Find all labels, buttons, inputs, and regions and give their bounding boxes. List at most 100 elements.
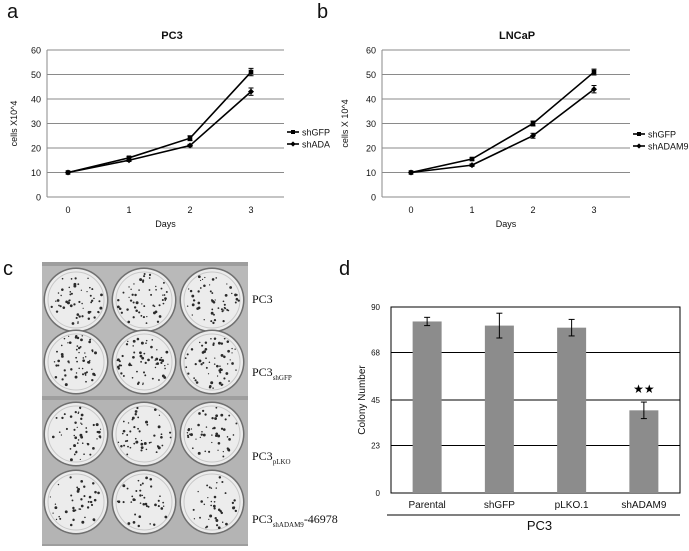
colony-dot xyxy=(231,292,233,295)
colony-dot xyxy=(118,307,122,310)
plate-label-plko: PC3pLKO xyxy=(252,449,291,466)
colony-dot xyxy=(222,319,225,323)
colony-dot xyxy=(223,303,226,306)
colony-dot xyxy=(77,412,80,415)
colony-dot xyxy=(63,337,66,340)
colony-dot xyxy=(234,293,238,297)
colony-dot xyxy=(133,442,136,445)
colony-dot xyxy=(92,423,95,427)
y-tick-label: 0 xyxy=(376,489,381,498)
colony-dot xyxy=(116,359,118,362)
colony-dot xyxy=(100,293,103,297)
colony-dot xyxy=(147,358,150,362)
colony-dot xyxy=(208,284,211,286)
colony-dot xyxy=(64,510,68,514)
colony-dot xyxy=(217,341,221,345)
y-tick-label: 10 xyxy=(366,168,376,178)
colony-dot xyxy=(153,311,156,315)
colony-dot xyxy=(127,422,130,424)
colony-dot xyxy=(78,300,81,304)
line-chart-pc3: 0 10 20 30 40 50 60 0 1 2 3 PC3 Days cells X10^4 shGFP… xyxy=(9,30,330,229)
colony-dot xyxy=(55,518,58,521)
colony-dot xyxy=(59,305,62,308)
colony-dot xyxy=(91,299,94,302)
colony-dot xyxy=(128,363,132,367)
colony-dot xyxy=(210,320,213,323)
colony-dot xyxy=(63,413,66,416)
colony-dot xyxy=(61,288,64,291)
colony-dot xyxy=(222,451,224,453)
colony-dot xyxy=(201,278,204,280)
colony-dot xyxy=(74,375,78,379)
y-tick-label: 40 xyxy=(31,95,41,105)
colony-dot xyxy=(87,360,91,364)
well-inner-ring xyxy=(183,473,241,531)
colony-dot xyxy=(96,438,98,440)
colony-dot xyxy=(189,433,191,436)
colony-dot xyxy=(210,500,213,503)
colony-dot xyxy=(187,436,190,439)
legend-marker-shgfp xyxy=(637,132,641,136)
colony-dot xyxy=(220,511,224,515)
well-inner-ring xyxy=(47,271,105,329)
colony-dot xyxy=(68,286,71,289)
panel-letter-d: d xyxy=(339,258,351,280)
colony-dot xyxy=(186,353,189,356)
colony-dot xyxy=(150,345,153,349)
colony-dot xyxy=(76,313,80,316)
colony-dot xyxy=(70,494,73,497)
x-axis-label: PC3 xyxy=(527,518,552,533)
colony-dot xyxy=(222,428,226,431)
colony-dot xyxy=(158,414,161,416)
data-point-shadam9 xyxy=(530,132,536,139)
colony-dot xyxy=(148,441,151,444)
colony-dot xyxy=(199,279,202,282)
colony-dot xyxy=(58,515,60,518)
colony-dot xyxy=(91,288,94,291)
colony-dot xyxy=(74,411,77,414)
colony-dot xyxy=(137,381,140,384)
colony-dot xyxy=(54,506,58,510)
colony-dot xyxy=(231,362,234,365)
colony-dot xyxy=(187,428,190,432)
colony-dot xyxy=(55,310,59,313)
x-axis-label: Days xyxy=(496,219,517,229)
colony-dot xyxy=(82,357,85,359)
colony-dot xyxy=(235,297,239,301)
data-point-shgfp xyxy=(187,135,193,141)
colony-dot xyxy=(158,315,162,318)
panel-letter-a: a xyxy=(7,1,19,23)
series-line-shgfp xyxy=(410,71,595,174)
colony-dot xyxy=(76,345,79,347)
colony-dot xyxy=(116,500,119,503)
colony-dot xyxy=(205,525,209,528)
colony-dot xyxy=(217,307,220,310)
colony-dot xyxy=(137,524,140,528)
colony-dot xyxy=(215,487,217,489)
colony-dot xyxy=(83,485,86,488)
colony-dot xyxy=(98,300,101,303)
colony-dot xyxy=(146,315,148,318)
y-axis-label: cells X10^4 xyxy=(9,101,19,147)
colony-dot xyxy=(122,374,125,377)
colony-dot xyxy=(81,367,84,370)
colony-dot xyxy=(210,337,212,340)
well xyxy=(113,403,175,465)
x-tick-label: 0 xyxy=(408,205,413,215)
colony-dot xyxy=(69,293,72,296)
colony-dot xyxy=(80,413,84,417)
series-line-shadam9 xyxy=(410,88,595,174)
colony-dot xyxy=(158,379,160,381)
colony-dot xyxy=(121,432,124,435)
x-tick-label-shgfp: shGFP xyxy=(484,500,515,511)
well xyxy=(113,471,175,533)
colony-dot xyxy=(94,374,96,377)
colony-dot xyxy=(127,445,129,448)
colony-dot xyxy=(210,381,214,385)
colony-dot xyxy=(135,490,138,492)
line-chart-lncap: 0 10 20 30 40 50 60 0 1 2 3 LNCaP Days cells X 10^4 sh… xyxy=(340,30,689,229)
colony-dot xyxy=(77,487,81,491)
colony-dot xyxy=(217,434,221,438)
colony-dot xyxy=(85,380,87,383)
y-tick-label: 20 xyxy=(31,144,41,154)
